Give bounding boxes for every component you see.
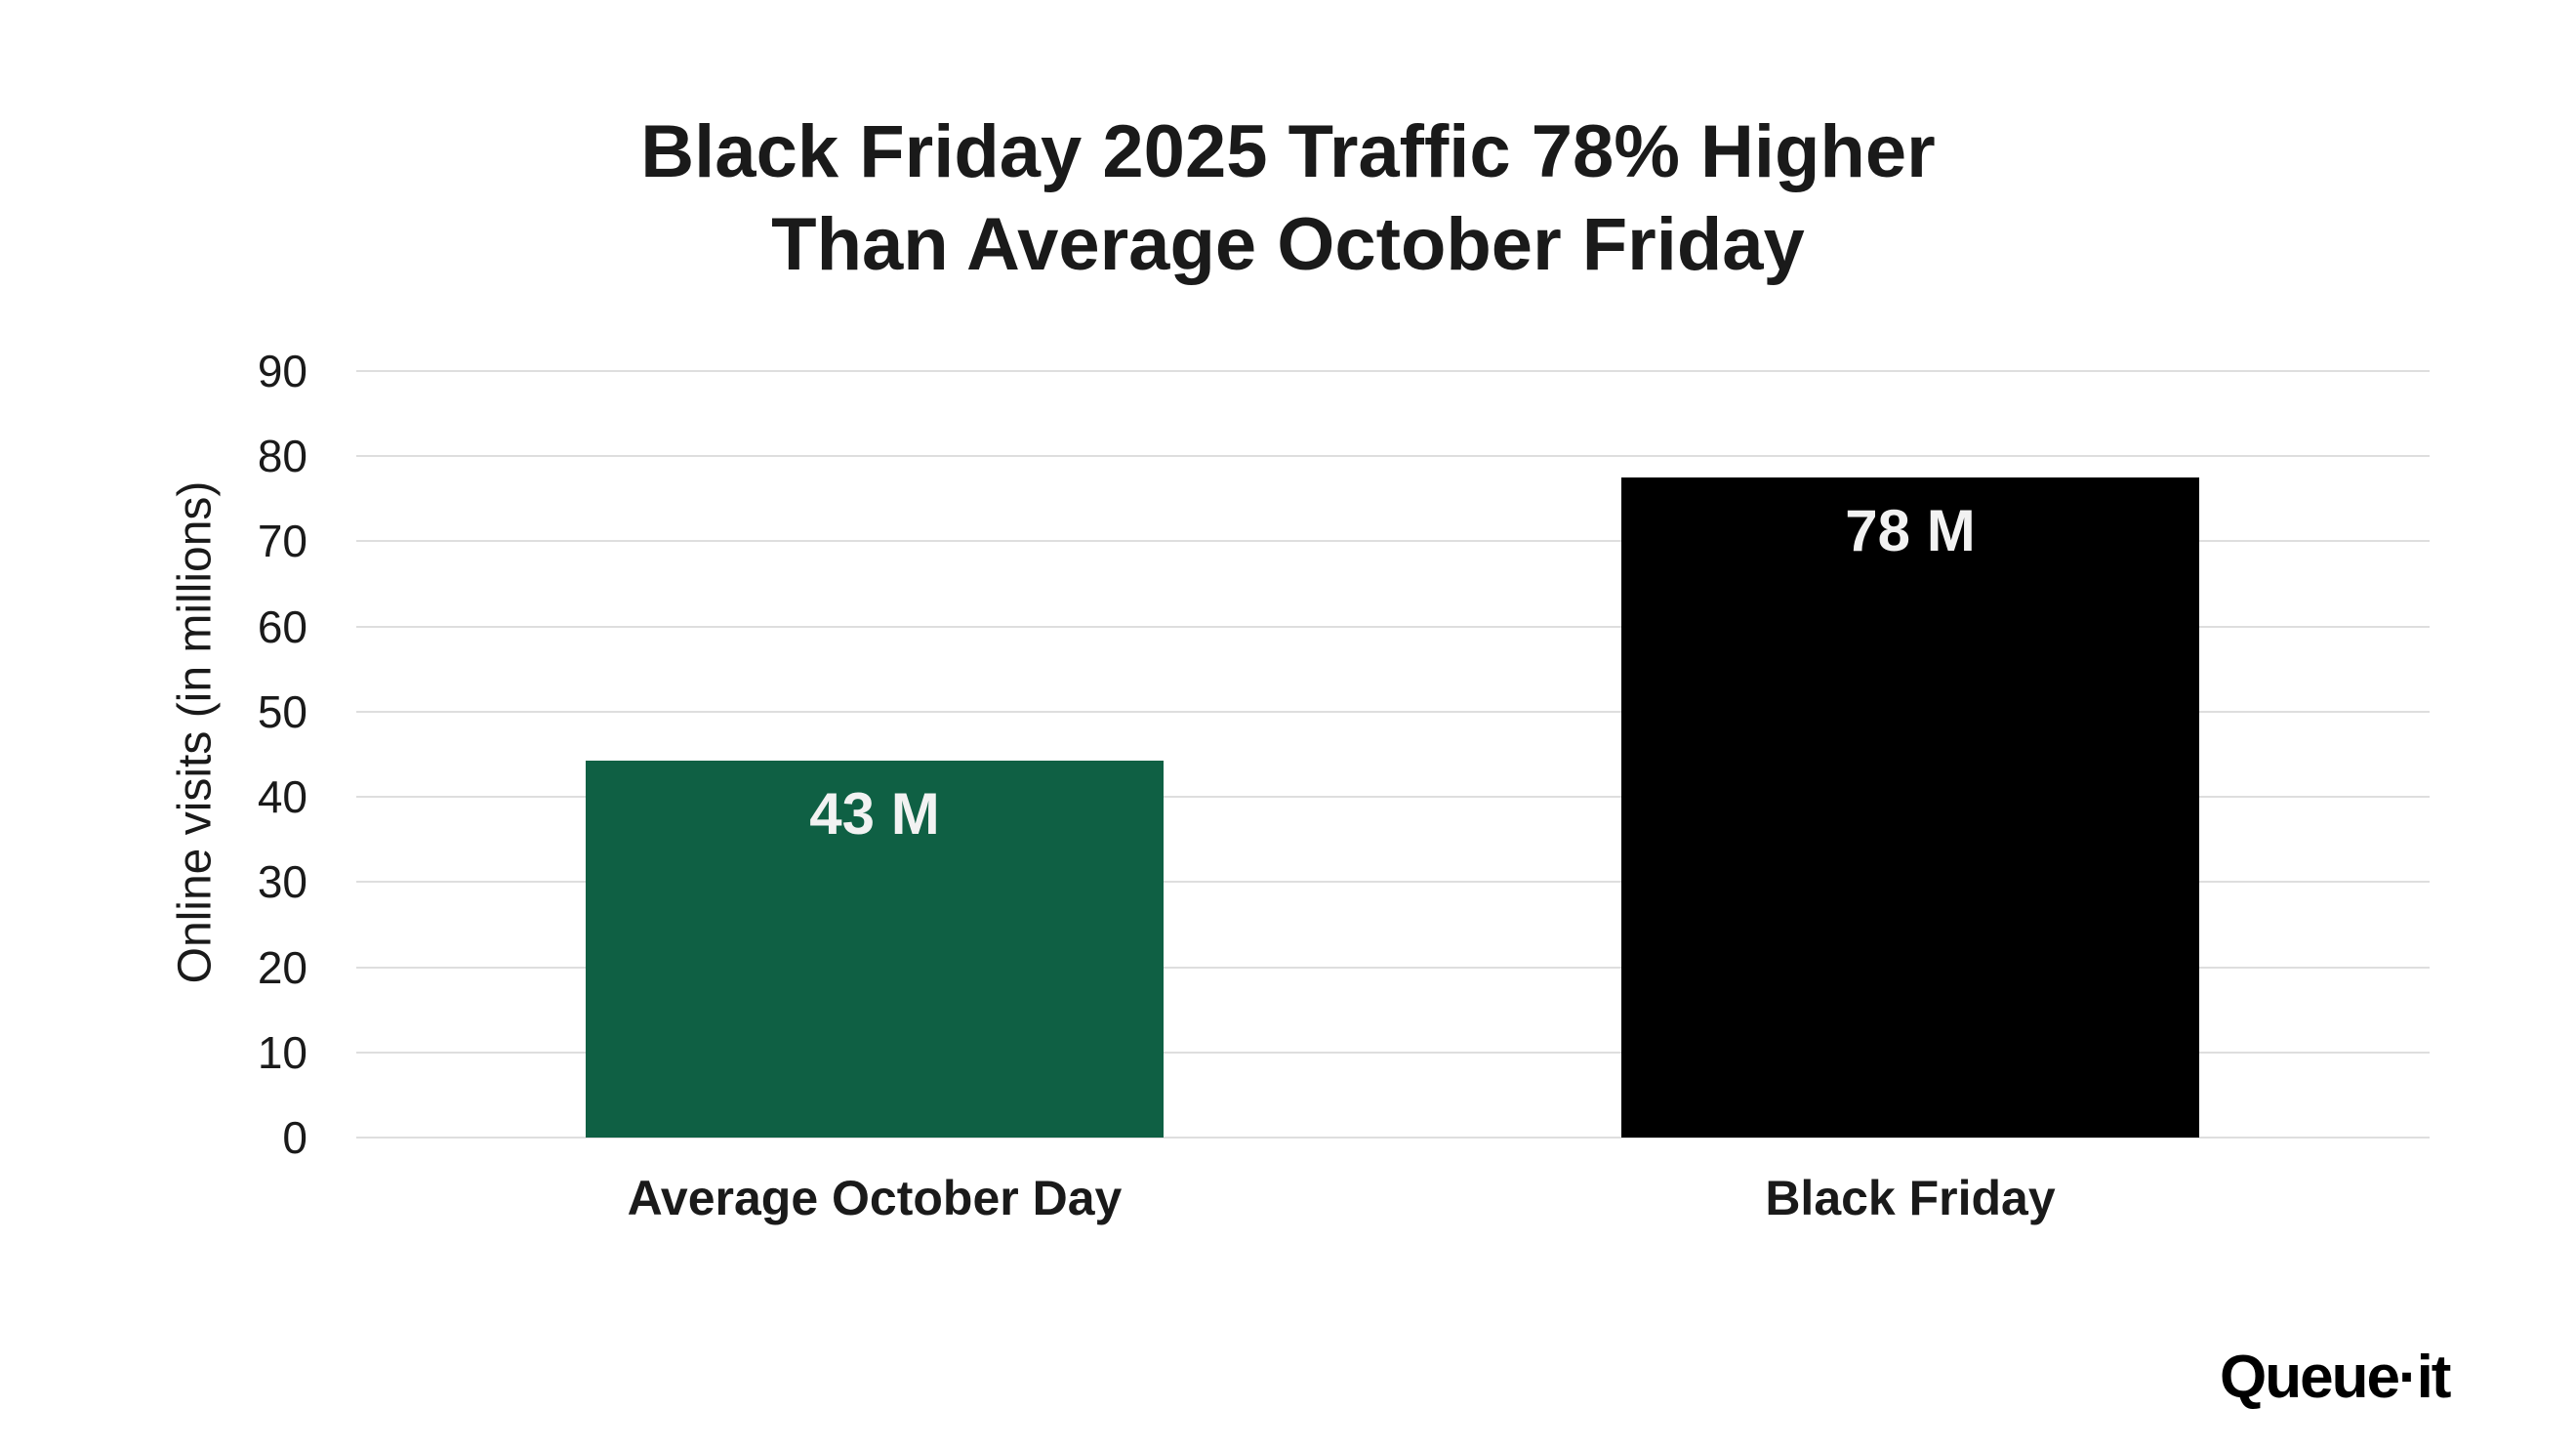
gridline — [356, 710, 2430, 713]
gridline — [356, 966, 2430, 969]
gridline — [356, 625, 2430, 628]
gridline — [356, 1137, 2430, 1139]
chart-title: Black Friday 2025 Traffic 78% Higher Tha… — [0, 105, 2576, 291]
gridline — [356, 455, 2430, 458]
x-category-label: Average October Day — [627, 1171, 1123, 1225]
queue-it-logo: Queue·it — [2220, 1344, 2451, 1411]
y-tick-label: 0 — [282, 1112, 307, 1163]
gridline — [356, 540, 2430, 543]
y-tick-label: 90 — [257, 346, 307, 396]
gridline — [356, 1051, 2430, 1054]
y-tick-label: 80 — [257, 431, 307, 482]
y-tick-label: 20 — [257, 941, 307, 993]
plot-area: 43 M 78 M — [356, 370, 2430, 1139]
bar-value-label: 43 M — [809, 780, 940, 847]
bar-average-october-day: 43 M — [586, 760, 1164, 1138]
y-tick-label: 10 — [257, 1026, 307, 1078]
y-tick-label: 40 — [257, 771, 307, 823]
x-category-label: Black Friday — [1765, 1171, 2056, 1225]
gridline — [356, 370, 2430, 372]
gridline — [356, 796, 2430, 799]
y-tick-label: 60 — [257, 601, 307, 652]
gridline — [356, 881, 2430, 884]
y-tick-label: 30 — [257, 856, 307, 908]
bar-black-friday: 78 M — [1621, 477, 2199, 1138]
bar-value-label: 78 M — [1845, 498, 1976, 564]
chart-title-line-1: Black Friday 2025 Traffic 78% Higher — [640, 110, 1936, 193]
chart-title-line-2: Than Average October Friday — [771, 203, 1805, 286]
y-tick-label: 50 — [257, 685, 307, 737]
y-tick-label: 70 — [257, 516, 307, 567]
